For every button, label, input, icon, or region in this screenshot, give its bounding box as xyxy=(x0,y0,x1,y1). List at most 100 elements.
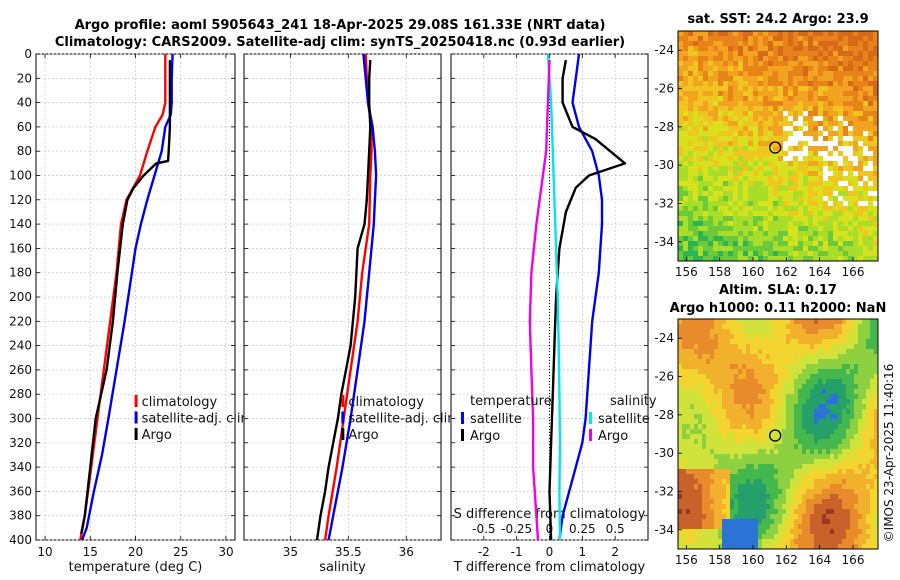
sla-cell xyxy=(806,459,811,465)
sst-cell xyxy=(843,81,849,87)
sst-cell xyxy=(708,181,714,187)
sst-cell xyxy=(838,196,844,202)
sst-cell xyxy=(778,206,784,212)
sla-cell xyxy=(690,539,695,545)
sla-cell xyxy=(806,444,811,450)
sla-cell xyxy=(694,374,699,380)
sla-cell xyxy=(846,394,851,400)
sla-cell xyxy=(866,484,871,490)
sla-cell xyxy=(762,499,767,505)
sla-cell xyxy=(838,374,843,380)
sla-cell xyxy=(786,394,791,400)
sla-cell xyxy=(750,394,755,400)
sla-cell xyxy=(786,529,791,535)
sla-cell xyxy=(850,519,855,525)
sst-cell xyxy=(848,56,854,62)
sla-cell xyxy=(790,454,795,460)
sla-cell xyxy=(698,534,703,540)
sla-cell xyxy=(714,359,719,365)
sla-cell xyxy=(758,479,763,485)
sla-cell xyxy=(706,504,711,510)
sla-cell xyxy=(738,499,743,505)
sla-cell xyxy=(726,334,731,340)
sst-cell xyxy=(828,46,834,52)
sla-cell xyxy=(742,504,747,510)
sla-cell xyxy=(690,414,695,420)
sst-cell xyxy=(843,211,849,217)
sla-cell xyxy=(810,469,815,475)
sla-cell xyxy=(862,329,867,335)
sst-cell xyxy=(718,201,724,207)
sla-cell xyxy=(682,479,687,485)
sst-cell xyxy=(688,216,694,222)
sst-cell xyxy=(748,46,754,52)
sst-cell xyxy=(843,36,849,42)
sst-cell xyxy=(693,221,699,227)
sst-cell xyxy=(768,121,774,127)
sst-cell xyxy=(838,76,844,82)
sla-cell xyxy=(750,379,755,385)
sla-cell xyxy=(734,534,739,540)
sla-cell xyxy=(734,349,739,355)
sla-cell xyxy=(770,439,775,445)
sst-cell xyxy=(748,116,754,122)
sla-cell xyxy=(802,449,807,455)
sst-cell xyxy=(798,141,804,147)
sst-cell xyxy=(823,106,829,112)
sla-cell xyxy=(766,484,771,490)
sla-cell xyxy=(738,429,743,435)
sst-cell xyxy=(843,111,849,117)
sla-cell xyxy=(862,404,867,410)
sst-cell xyxy=(768,56,774,62)
sst-cell xyxy=(803,146,809,152)
sst-cell xyxy=(848,61,854,67)
sla-cell xyxy=(714,334,719,340)
sla-cell xyxy=(742,334,747,340)
sla-cell xyxy=(746,519,751,525)
sst-cell xyxy=(788,246,794,252)
sla-cell xyxy=(854,539,859,545)
sla-cell xyxy=(694,349,699,355)
sla-cell xyxy=(686,424,691,430)
sla-cell xyxy=(722,354,727,360)
sla-cell xyxy=(874,419,879,425)
sst-cell xyxy=(728,226,734,232)
sst-cell xyxy=(828,136,834,142)
sla-cell xyxy=(846,494,851,500)
sst-cell xyxy=(808,86,814,92)
sst-map-xtick-label: 156 xyxy=(675,265,698,279)
sla-cell xyxy=(850,334,855,340)
sla-cell xyxy=(678,474,683,480)
sst-cell xyxy=(803,116,809,122)
sla-cell xyxy=(786,484,791,490)
sst-cell xyxy=(678,56,684,62)
temperature-ytick-label: 340 xyxy=(9,460,32,474)
sst-cell xyxy=(778,61,784,67)
sst-cell xyxy=(723,131,729,137)
sla-cell xyxy=(838,444,843,450)
sla-cell xyxy=(854,449,859,455)
sla-cell xyxy=(778,544,783,550)
sst-cell xyxy=(838,141,844,147)
sla-cell xyxy=(774,389,779,395)
sst-cell xyxy=(733,241,739,247)
sst-cell xyxy=(728,141,734,147)
sla-cell xyxy=(766,469,771,475)
sla-cell xyxy=(722,519,727,525)
sla-cell xyxy=(838,384,843,390)
sla-cell xyxy=(726,529,731,535)
sla-cell xyxy=(718,399,723,405)
sla-cell xyxy=(854,469,859,475)
sst-cell xyxy=(728,216,734,222)
sla-cell xyxy=(738,489,743,495)
sla-cell xyxy=(706,329,711,335)
sla-cell xyxy=(742,389,747,395)
sla-cell xyxy=(694,539,699,545)
sst-cell xyxy=(768,206,774,212)
sst-cell xyxy=(738,246,744,252)
sla-cell xyxy=(714,444,719,450)
sla-cell xyxy=(866,364,871,370)
sst-cell xyxy=(693,141,699,147)
sla-cell xyxy=(786,454,791,460)
sla-cell xyxy=(698,374,703,380)
